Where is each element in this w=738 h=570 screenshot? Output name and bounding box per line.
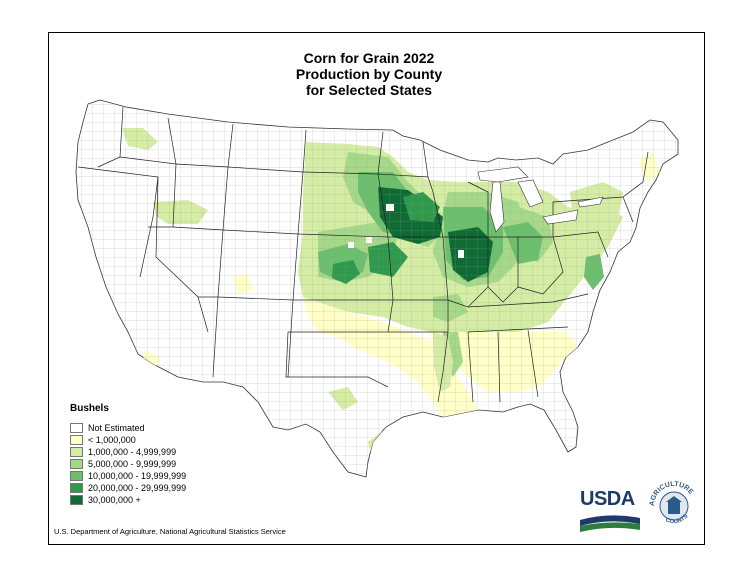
map-legend: Bushels Not Estimated < 1,000,000 1,000,00… — [70, 403, 186, 506]
legend-swatch — [70, 423, 83, 433]
legend-swatch — [70, 471, 83, 481]
source-credit: U.S. Department of Agriculture, National… — [54, 527, 286, 536]
legend-label: 5,000,000 - 9,999,999 — [88, 459, 177, 469]
legend-swatch — [70, 447, 83, 457]
legend-label: Not Estimated — [88, 423, 145, 433]
legend-item: 5,000,000 - 9,999,999 — [70, 458, 186, 470]
legend-label: 1,000,000 - 4,999,999 — [88, 447, 177, 457]
legend-label: 20,000,000 - 29,999,999 — [88, 483, 187, 493]
legend-item: 20,000,000 - 29,999,999 — [70, 482, 186, 494]
legend-swatch — [70, 435, 83, 445]
legend-item: Not Estimated — [70, 422, 186, 434]
legend-label: 10,000,000 - 19,999,999 — [88, 471, 187, 481]
legend-title: Bushels — [70, 403, 109, 414]
legend-item: 10,000,000 - 19,999,999 — [70, 470, 186, 482]
map-title: Corn for Grain 2022 Production by County… — [0, 50, 738, 98]
title-line-1: Corn for Grain 2022 — [303, 50, 435, 66]
usda-logo-text: USDA — [580, 488, 635, 510]
legend-item: 30,000,000 + — [70, 494, 186, 506]
legend-item: 1,000,000 - 4,999,999 — [70, 446, 186, 458]
agriculture-counts-seal: AGRICULTURE COUNTS — [649, 481, 695, 526]
legend-swatch — [70, 483, 83, 493]
state-boundaries — [77, 106, 649, 403]
legend-swatch — [70, 459, 83, 469]
usda-logo: USDA — [580, 488, 640, 532]
legend-swatch — [70, 495, 83, 505]
usda-logo-swoosh — [580, 515, 640, 532]
us-county-map — [75, 99, 679, 478]
legend-item: < 1,000,000 — [70, 434, 186, 446]
legend-label: < 1,000,000 — [88, 435, 136, 445]
great-lakes — [477, 166, 604, 233]
title-line-2: Production by County — [295, 66, 443, 82]
title-line-3: for Selected States — [305, 82, 433, 98]
legend-label: 30,000,000 + — [88, 495, 141, 505]
legend-items: Not Estimated < 1,000,000 1,000,000 - 4,99… — [70, 422, 186, 506]
